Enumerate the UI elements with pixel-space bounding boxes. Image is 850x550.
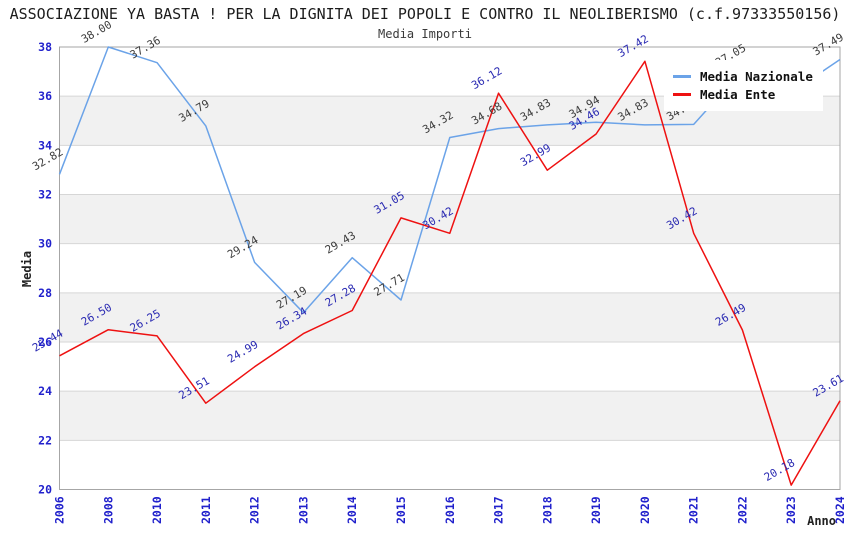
x-tick-label: 2011 [199,496,213,524]
x-tick-label: 2022 [735,496,749,524]
x-tick-label: 2019 [589,496,603,524]
y-tick-label: 26 [38,335,52,349]
y-tick-label: 28 [38,286,52,300]
gridlines [59,95,840,441]
series-media-ente [59,60,841,486]
y-axis-ticks: 20 22 24 26 28 30 32 34 36 38 [38,40,52,497]
value-label: 36.12 [469,64,504,92]
y-tick-label: 36 [38,89,52,103]
x-tick-label: 2024 [833,496,847,524]
line-swatch-blue-icon [673,74,691,78]
x-tick-label: 2017 [492,496,506,524]
x-tick-label: 2020 [638,496,652,524]
y-tick-label: 30 [38,237,52,251]
legend-label-media-ente: Media Ente [700,86,776,102]
x-tick-label: 2016 [443,496,457,524]
x-tick-label: 2013 [296,496,310,524]
y-tick-label: 22 [38,433,52,447]
y-tick-label: 32 [38,188,52,202]
grid-bands [59,96,840,441]
chart-title: ASSOCIAZIONE YA BASTA ! PER LA DIGNITA D… [9,5,841,23]
value-label: 37.36 [128,34,163,62]
x-tick-label: 2015 [394,496,408,524]
plot-border [59,46,841,490]
y-tick-label: 34 [38,138,52,152]
y-tick-label: 38 [38,40,52,54]
x-axis-ticks: 2006 2008 2010 2011 2012 2013 2014 2015 2016 2017… [53,496,848,524]
x-tick-label: 2018 [540,496,554,524]
x-tick-label: 2023 [784,496,798,524]
legend-box: Media Nazionale Media Ente [664,60,823,111]
line-swatch-red-icon [673,92,691,96]
value-label: 20.18 [762,456,797,484]
x-tick-label: 2021 [687,496,701,524]
x-tick-label: 2014 [345,496,359,524]
value-label: 38.00 [79,18,114,46]
y-axis-title: Media [20,250,34,288]
chart-subtitle: Media Importi [378,27,472,41]
legend-item-media-nazionale: Media Nazionale [673,68,813,84]
legend-label-media-nazionale: Media Nazionale [700,68,813,84]
x-axis-title: Anno [807,514,836,528]
value-label: 37.42 [616,32,651,60]
x-tick-label: 2006 [53,496,67,524]
legend-item-media-ente: Media Ente [673,86,813,102]
series-line [59,60,841,486]
y-tick-label: 20 [38,483,52,497]
x-tick-label: 2008 [101,496,115,524]
x-tick-label: 2010 [150,496,164,524]
value-label: 37.49 [811,31,846,59]
y-tick-label: 24 [38,384,52,398]
x-tick-label: 2012 [248,496,262,524]
